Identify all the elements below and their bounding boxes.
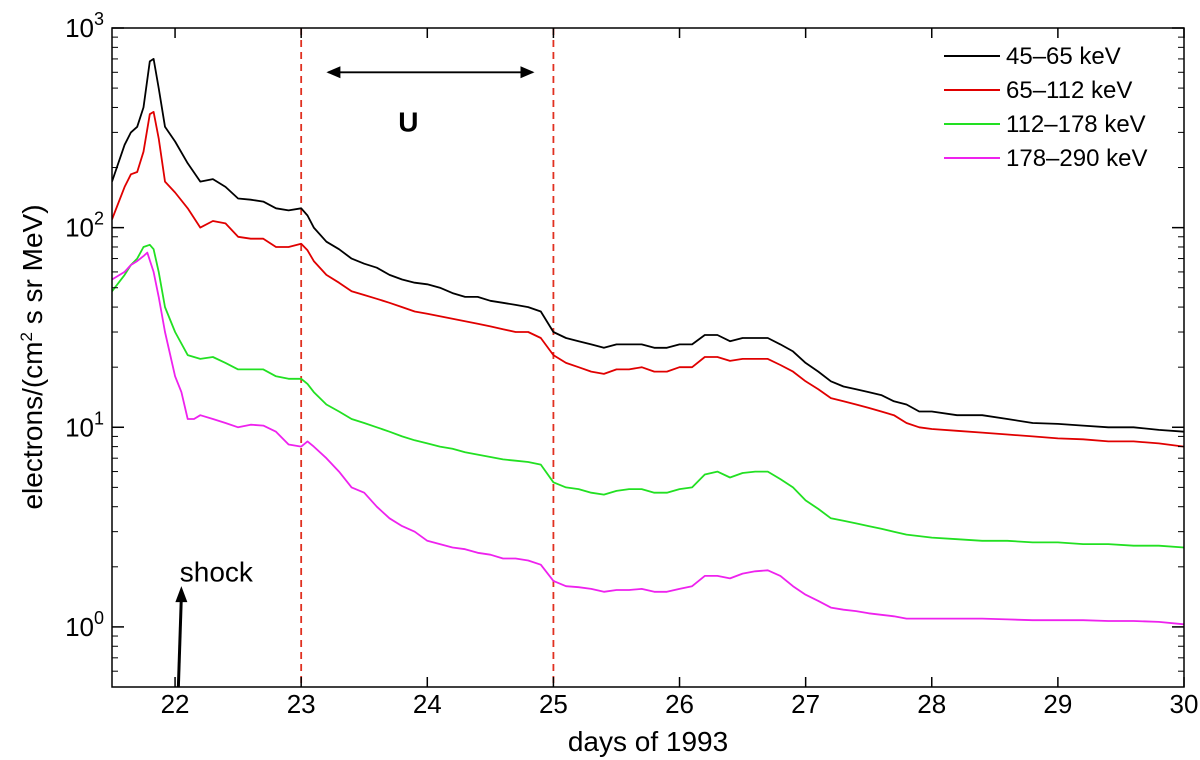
y-tick-label: 100 [65,608,104,642]
u-interval-label: U [398,107,418,138]
x-tick-label: 26 [665,689,694,719]
u-arrow-head-left [326,66,341,79]
legend: 45–65 keV 65–112 keV 112–178 keV 178–290 ke… [944,43,1147,172]
y-tick-base: 10 [65,13,94,43]
series-line-3 [112,243,1184,549]
x-tick-label: 25 [539,689,568,719]
x-axis-title: days of 1993 [568,726,728,757]
y-axis-title: electrons/(cm2 s sr MeV) [17,204,48,509]
y-tick-label: 101 [65,408,104,442]
x-tick-label: 22 [161,689,190,719]
y-axis-title-rest: s sr MeV) [17,204,48,332]
y-axis-title-main: electrons/(cm [17,341,48,509]
y-tick-base: 10 [65,213,94,243]
series-line-1 [112,58,1184,433]
x-tick-label: 29 [1043,689,1072,719]
legend-label-4: 178–290 keV [1006,145,1147,172]
y-tick-exponent: 0 [94,608,104,628]
x-tick-label: 24 [413,689,442,719]
y-tick-exponent: 3 [94,9,104,29]
series-line-4 [112,251,1184,626]
y-tick-label: 102 [65,209,104,243]
plot-layer [112,28,1184,687]
y-tick-base: 10 [65,612,94,642]
legend-label-1: 45–65 keV [1006,43,1121,70]
series-line-2 [112,111,1184,448]
y-axis-title-sup: 2 [17,332,36,341]
legend-label-2: 65–112 keV [1006,77,1132,104]
shock-arrow-shaft [176,596,183,688]
plot-frame [111,27,1185,688]
y-tick-base: 10 [65,412,94,442]
x-tick-label: 27 [791,689,820,719]
y-tick-exponent: 2 [94,209,104,229]
x-tick-label: 30 [1170,689,1199,719]
shock-label: shock [180,556,254,587]
annotation-layer: U shock [175,66,535,688]
shock-arrow-head [175,586,188,603]
x-tick-label: 28 [917,689,946,719]
legend-label-3: 112–178 keV [1006,111,1146,138]
x-tick-label: 23 [287,689,316,719]
u-arrow-head-right [520,66,535,79]
y-tick-label: 103 [65,9,104,43]
y-tick-exponent: 1 [94,408,104,428]
